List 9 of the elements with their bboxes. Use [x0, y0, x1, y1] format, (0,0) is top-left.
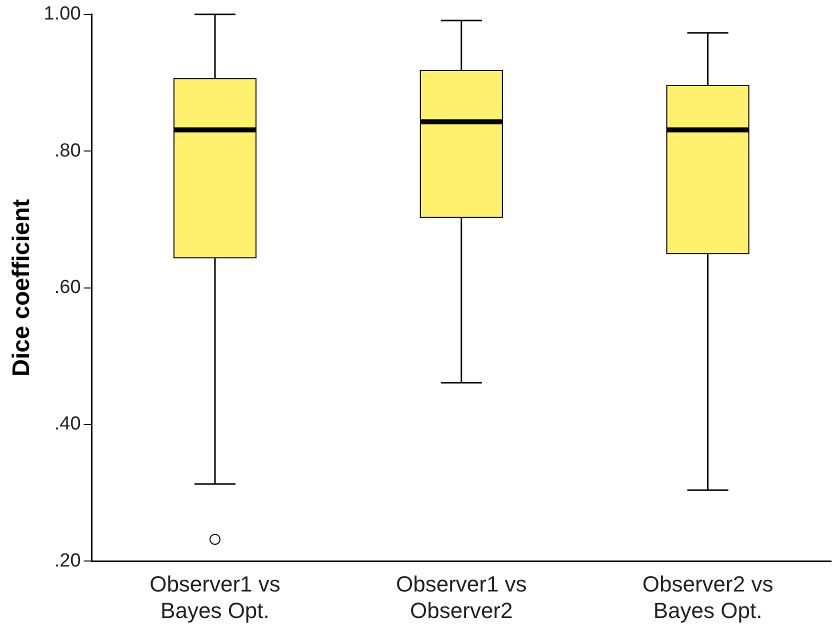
- y-axis-title: Dice coefficient: [8, 199, 36, 376]
- x-tick-label: Observer2 vs Bayes Opt.: [642, 571, 774, 623]
- y-tick-label: .60: [54, 277, 81, 298]
- x-tick-label: Observer1 vs Bayes Opt.: [150, 571, 280, 623]
- x-tick-label: Observer1 vs Observer2: [396, 571, 527, 623]
- y-tick-label: 1.00: [44, 4, 81, 25]
- y-tick-label: .20: [54, 550, 81, 572]
- y-tick-label: .80: [54, 140, 81, 162]
- y-tick-label: .40: [54, 414, 81, 435]
